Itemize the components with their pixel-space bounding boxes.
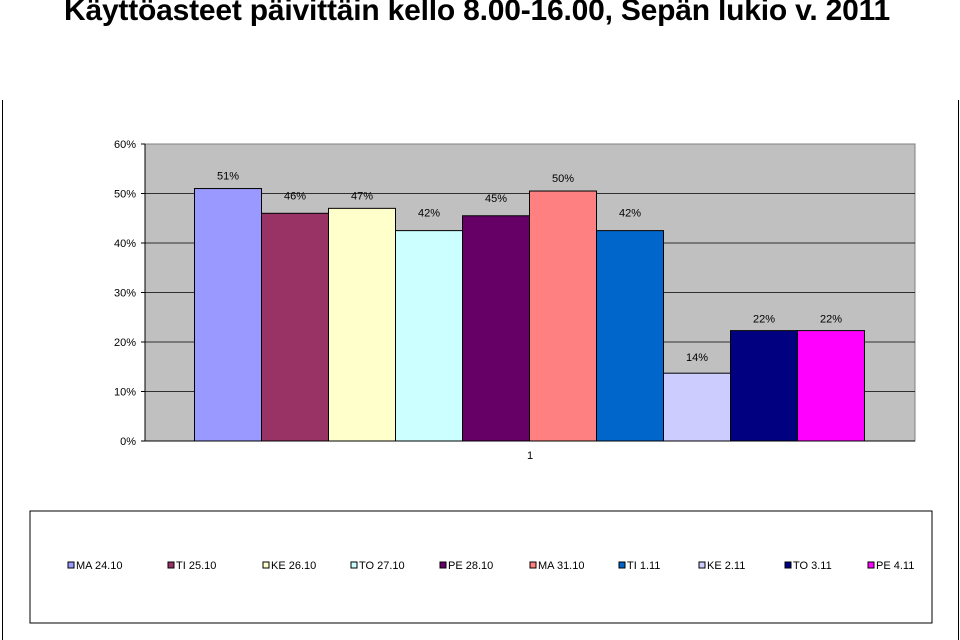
- y-tick-label: 50%: [114, 189, 136, 201]
- legend-label: TI 1.11: [627, 560, 660, 572]
- legend-label: MA 24.10: [76, 560, 122, 572]
- y-tick-label: 60%: [114, 139, 136, 151]
- bar: [395, 230, 463, 442]
- slide-title: Käyttöasteet päivittäin kello 8.00-16.00…: [64, 0, 890, 27]
- legend-label: KE 2.11: [707, 560, 745, 572]
- y-ticks: 0% 10% 20% 30% 40% 50% 60%: [114, 139, 145, 448]
- y-tick-label: 0%: [120, 436, 136, 448]
- bar: [529, 190, 597, 442]
- data-label: 45%: [485, 193, 507, 205]
- data-label: 47%: [351, 190, 373, 202]
- bar: [261, 212, 329, 442]
- legend-swatch: [867, 561, 875, 569]
- data-label: 14%: [686, 352, 708, 364]
- legend-label: TI 25.10: [176, 560, 216, 572]
- legend-label: PE 4.11: [876, 560, 914, 572]
- legend-swatch: [439, 561, 447, 569]
- data-label: 42%: [619, 208, 641, 220]
- legend-swatch: [784, 561, 792, 569]
- legend-label: TO 27.10: [359, 560, 405, 572]
- legend-box: [29, 510, 933, 624]
- legend-swatch: [350, 561, 358, 569]
- y-tick-label: 20%: [114, 337, 136, 349]
- legend-swatch: [167, 561, 175, 569]
- legend-swatch: [67, 561, 75, 569]
- bar: [596, 230, 664, 442]
- y-tick-label: 30%: [114, 288, 136, 300]
- data-label: 22%: [820, 314, 842, 326]
- legend-label: TO 3.11: [793, 560, 832, 572]
- legend-label: MA 31.10: [538, 560, 584, 572]
- data-label: 51%: [217, 171, 239, 183]
- legend-label: KE 26.10: [271, 560, 316, 572]
- bars: [194, 188, 865, 442]
- bar: [328, 207, 396, 442]
- data-labels: 51% 46% 47% 42% 45% 50% 42% 14% 22% 22%: [217, 171, 842, 365]
- legend-swatch: [698, 561, 706, 569]
- bar: [462, 215, 530, 442]
- legend-swatch: [529, 561, 537, 569]
- legend-swatch: [618, 561, 626, 569]
- bar: [663, 372, 731, 442]
- y-tick-label: 10%: [114, 387, 136, 399]
- data-label: 50%: [552, 173, 574, 185]
- x-tick-label: 1: [527, 450, 533, 462]
- y-tick-label: 40%: [114, 238, 136, 250]
- data-label: 22%: [753, 314, 775, 326]
- chart-frame: [2, 100, 959, 640]
- legend-label: PE 28.10: [448, 560, 493, 572]
- bar: [194, 188, 262, 442]
- bar: [730, 330, 798, 442]
- data-label: 46%: [284, 190, 306, 202]
- legend-swatch: [262, 561, 270, 569]
- data-label: 42%: [418, 208, 440, 220]
- legend: MA 24.10 TI 25.10 KE 26.10 TO 27.10 PE 28.10…: [67, 560, 914, 572]
- bar: [797, 330, 865, 442]
